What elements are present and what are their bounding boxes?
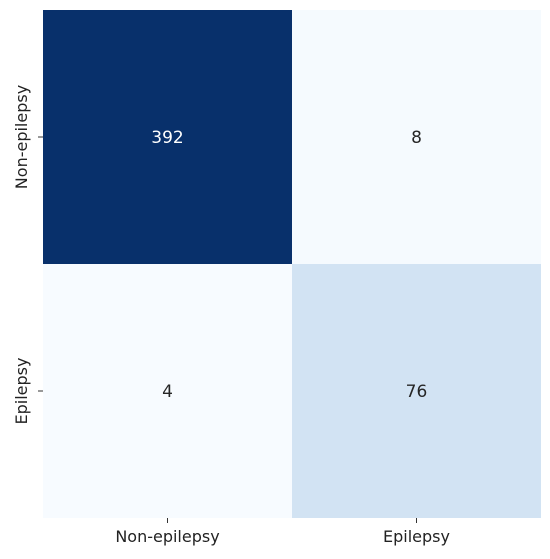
heatmap-cell-labels: 392 8 4 76	[151, 128, 427, 402]
heatmap-cell	[43, 264, 292, 518]
heatmap-cell	[292, 264, 541, 518]
cell-value-label: 8	[411, 128, 422, 148]
heatmap-cell	[292, 10, 541, 264]
y-tick-label: Non-epilepsy	[12, 85, 31, 189]
x-axis: Non-epilepsy Epilepsy	[115, 518, 450, 546]
cell-value-label: 4	[162, 382, 173, 402]
cell-value-label: 392	[151, 128, 183, 148]
x-tick-label: Non-epilepsy	[115, 527, 219, 546]
cell-value-label: 76	[406, 382, 428, 402]
heatmap-cells	[43, 10, 541, 518]
heatmap-cell	[43, 10, 292, 264]
y-axis: Non-epilepsy Epilepsy	[12, 85, 43, 425]
y-tick-label: Epilepsy	[12, 358, 31, 425]
x-tick-label: Epilepsy	[383, 527, 450, 546]
